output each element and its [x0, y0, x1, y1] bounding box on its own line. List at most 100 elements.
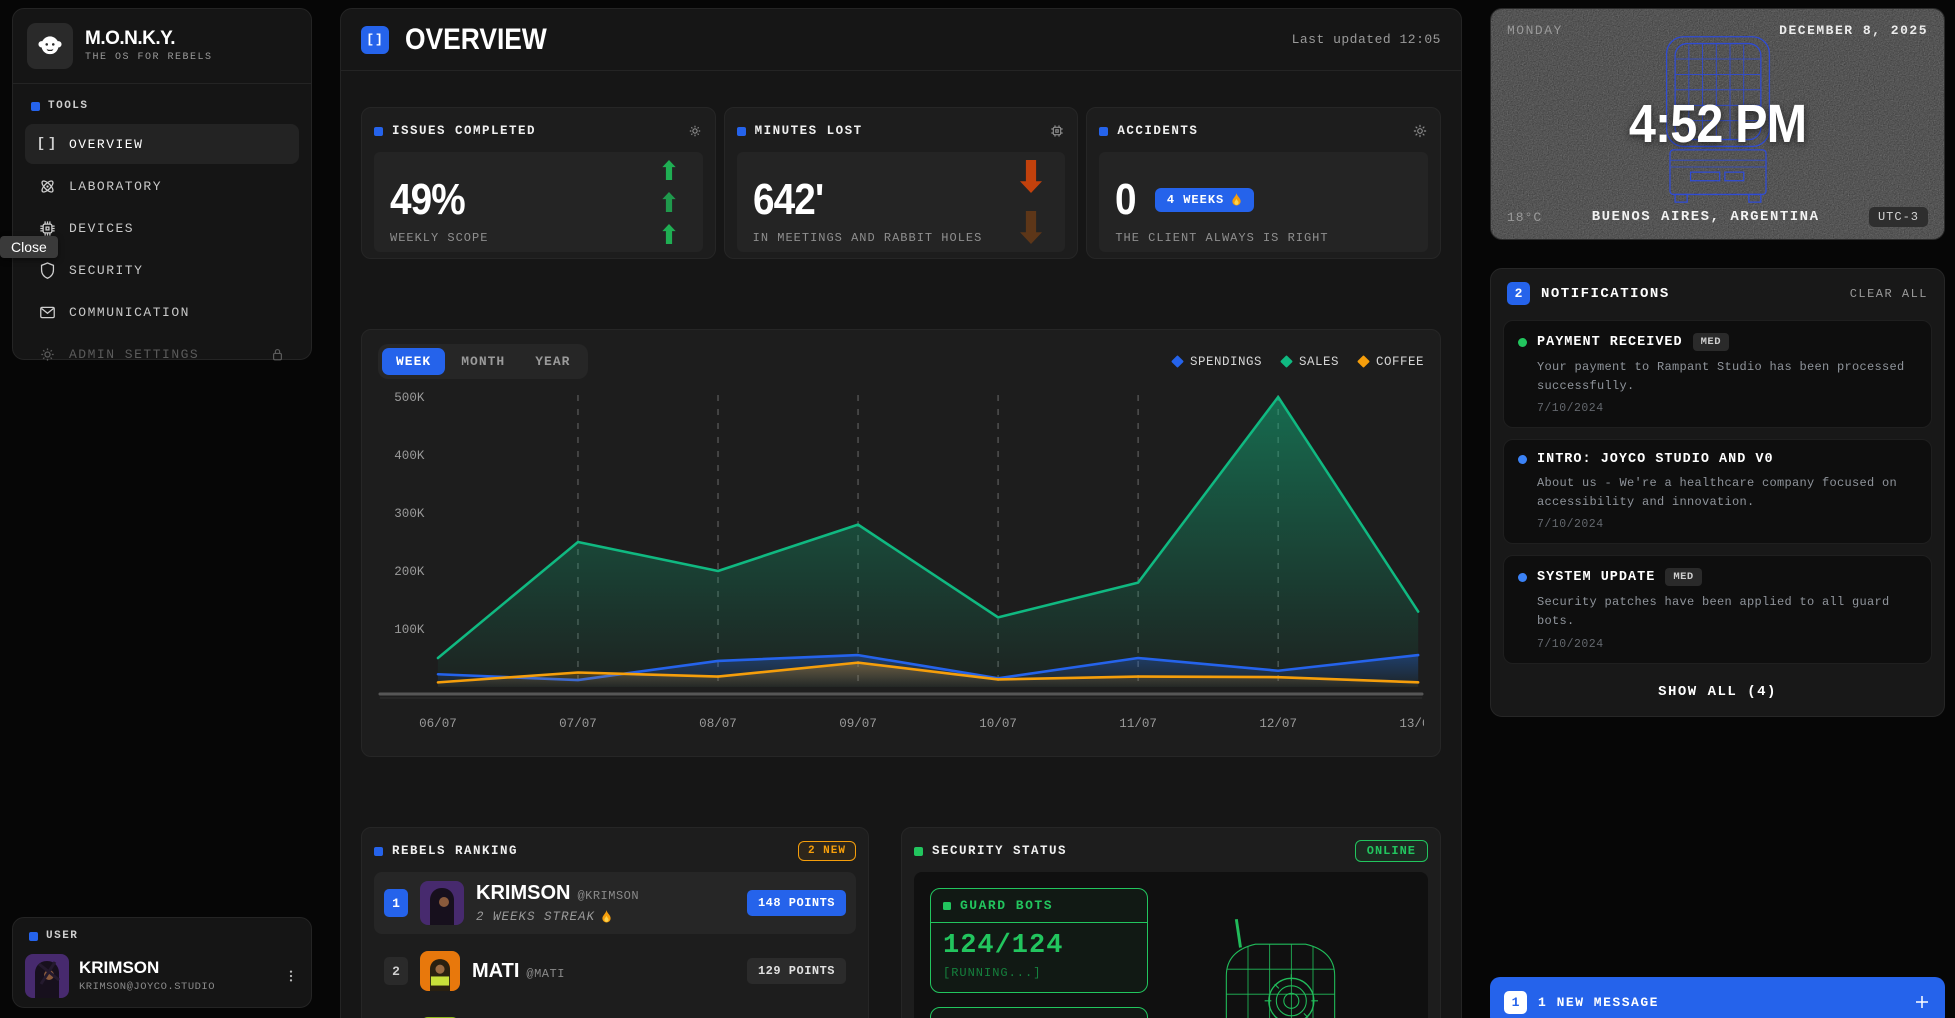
tools-section-label: TOOLS [25, 94, 299, 122]
user-row[interactable]: KRIMSON KRIMSON@JOYCO.STUDIO [25, 954, 299, 998]
diamond-icon [1280, 355, 1293, 368]
user-avatar [25, 954, 69, 998]
plus-icon[interactable] [1913, 993, 1931, 1011]
svg-text:10/07: 10/07 [979, 716, 1017, 731]
priority-badge: MED [1692, 333, 1730, 351]
fire-icon [602, 909, 611, 922]
legend-sales[interactable]: SALES [1280, 355, 1339, 369]
gear-icon [37, 344, 57, 364]
monkey-logo-icon [27, 23, 73, 69]
burst-icon[interactable] [1412, 123, 1428, 139]
message-count-badge: 1 [1504, 990, 1527, 1014]
ranking-row-3[interactable]: 3 REX 108 POINTS [374, 1008, 856, 1018]
timezone-badge: UTC-3 [1868, 207, 1928, 227]
rebel-name: KRIMSON [476, 881, 571, 904]
security-status-card: SECURITY STATUS ONLINE GUARD BOTS 124/12… [901, 827, 1441, 1018]
rank-number: 1 [384, 889, 408, 917]
clock-time: 4:52 PM [1628, 94, 1807, 154]
card-bullet [374, 846, 383, 856]
sidebar-item-communication[interactable]: COMMUNICATION [25, 292, 299, 332]
card-bullet [914, 846, 923, 856]
ranking-row-1[interactable]: 1 KRIMSON @KRIMSON 2 WEEKS STREAK 148 POI… [374, 872, 856, 934]
chip-icon [37, 218, 57, 238]
status-dot [1518, 572, 1527, 582]
svg-text:12/07: 12/07 [1259, 716, 1297, 731]
shield-icon [37, 260, 57, 280]
chart-legend: SPENDINGS SALES COFFEE [1171, 355, 1424, 369]
diamond-icon [1171, 355, 1184, 368]
sidebar-item-laboratory[interactable]: LABORATORY [25, 166, 299, 206]
sidebar-item-security[interactable]: SECURITY [25, 250, 299, 290]
stat-value: 642' [752, 175, 824, 224]
stat-caption: IN MEETINGS AND RABBIT HOLES [752, 231, 983, 245]
new-count-badge: 2 NEW [797, 841, 856, 861]
weeks-streak-badge: 4 WEEKS [1154, 188, 1255, 212]
avatar [420, 881, 464, 925]
page-title: OVERVIEW [405, 22, 547, 56]
stat-card-accidents: ACCIDENTS 0 4 WEEKS [1086, 107, 1442, 259]
stat-caption: WEEKLY SCOPE [390, 231, 489, 245]
sidebar-item-overview[interactable]: [ ] OVERVIEW [25, 124, 299, 164]
rebel-handle: @MATI [526, 966, 565, 981]
firewall-box: FIREWALL 99.9% [930, 1007, 1148, 1018]
notifications-title: NOTIFICATIONS [1541, 285, 1670, 302]
notification-description: About us - We're a healthcare company fo… [1537, 476, 1898, 509]
app-logo: M.O.N.K.Y. THE OS FOR REBELS [13, 9, 311, 84]
notification-date: 7/10/2024 [1537, 402, 1604, 416]
sidebar-item-admin-settings[interactable]: ADMIN SETTINGS [25, 334, 299, 374]
stats-row: ISSUES COMPLETED 49% WEEKLY SCOPE [361, 107, 1442, 259]
user-email: KRIMSON@JOYCO.STUDIO [79, 980, 216, 993]
notification-item-system-update[interactable]: SYSTEM UPDATE MED Security patches have … [1503, 555, 1932, 664]
section-bullet [29, 931, 38, 941]
guard-bots-value: 124/124 [943, 931, 1064, 961]
notifications-count-badge: 2 [1507, 282, 1530, 305]
ranking-row-2[interactable]: 2 MATI @MATI 129 POINTS [374, 942, 856, 1000]
new-message-bar[interactable]: 1 1 NEW MESSAGE [1490, 977, 1945, 1018]
svg-text:07/07: 07/07 [559, 716, 597, 731]
gear-icon[interactable] [687, 123, 703, 139]
stat-value: 49% [390, 175, 466, 224]
notification-item-payment[interactable]: PAYMENT RECEIVED MED Your payment to Ram… [1503, 320, 1932, 429]
user-name: KRIMSON [79, 958, 160, 978]
show-all-button[interactable]: SHOW ALL (4) [1658, 683, 1777, 700]
notification-item-intro[interactable]: INTRO: JOYCO STUDIO AND V0 About us - We… [1503, 439, 1932, 545]
clear-all-button[interactable]: CLEAR ALL [1849, 286, 1928, 301]
online-badge: ONLINE [1354, 840, 1428, 862]
tab-week[interactable]: WEEK [382, 348, 446, 375]
avatar [420, 951, 460, 991]
points-badge: 148 POINTS [746, 890, 846, 916]
rebels-ranking-card: REBELS RANKING 2 NEW 1 KRIMSON @KRIMSON 2… [361, 827, 869, 1018]
fire-icon [1232, 193, 1241, 206]
green-bullet [943, 901, 951, 910]
stat-card-issues: ISSUES COMPLETED 49% WEEKLY SCOPE [361, 107, 716, 259]
status-dot [1518, 337, 1527, 347]
close-tooltip: Close [0, 236, 58, 258]
notification-description: Security patches have been applied to al… [1537, 595, 1890, 628]
svg-text:06/07: 06/07 [419, 716, 457, 731]
legend-coffee[interactable]: COFFEE [1357, 355, 1424, 369]
legend-spendings[interactable]: SPENDINGS [1171, 355, 1262, 369]
svg-text:500K: 500K [394, 390, 424, 405]
clock-day: MONDAY [1507, 23, 1563, 38]
user-menu-kebab-icon[interactable] [283, 968, 299, 984]
rank-number: 2 [384, 957, 408, 985]
card-bullet [736, 126, 746, 136]
section-bullet [31, 101, 40, 111]
svg-text:08/07: 08/07 [699, 716, 737, 731]
tab-month[interactable]: MONTH [461, 354, 506, 369]
sidebar-user-card: USER KRIMSON KRIMSON@JOYCO.STUDIO [12, 917, 312, 1008]
tab-year[interactable]: YEAR [535, 354, 571, 369]
sidebar-item-devices[interactable]: DEVICES [25, 208, 299, 248]
ranking-title: REBELS RANKING [392, 844, 519, 858]
guard-bots-state: [RUNNING...] [943, 966, 1042, 980]
trend-up-arrows [649, 160, 689, 244]
rebel-name: MATI [472, 959, 520, 982]
priority-badge: MED [1665, 568, 1702, 587]
app-title: M.O.N.K.Y. [85, 28, 176, 49]
streak-label: 2 WEEKS STREAK [476, 910, 639, 924]
svg-text:11/07: 11/07 [1119, 716, 1157, 731]
stat-caption: THE CLIENT ALWAYS IS RIGHT [1115, 231, 1329, 245]
last-updated: Last updated 12:05 [1291, 32, 1441, 47]
sidebar: M.O.N.K.Y. THE OS FOR REBELS TOOLS [ ] O… [12, 8, 312, 362]
cpu-icon[interactable] [1049, 123, 1065, 139]
